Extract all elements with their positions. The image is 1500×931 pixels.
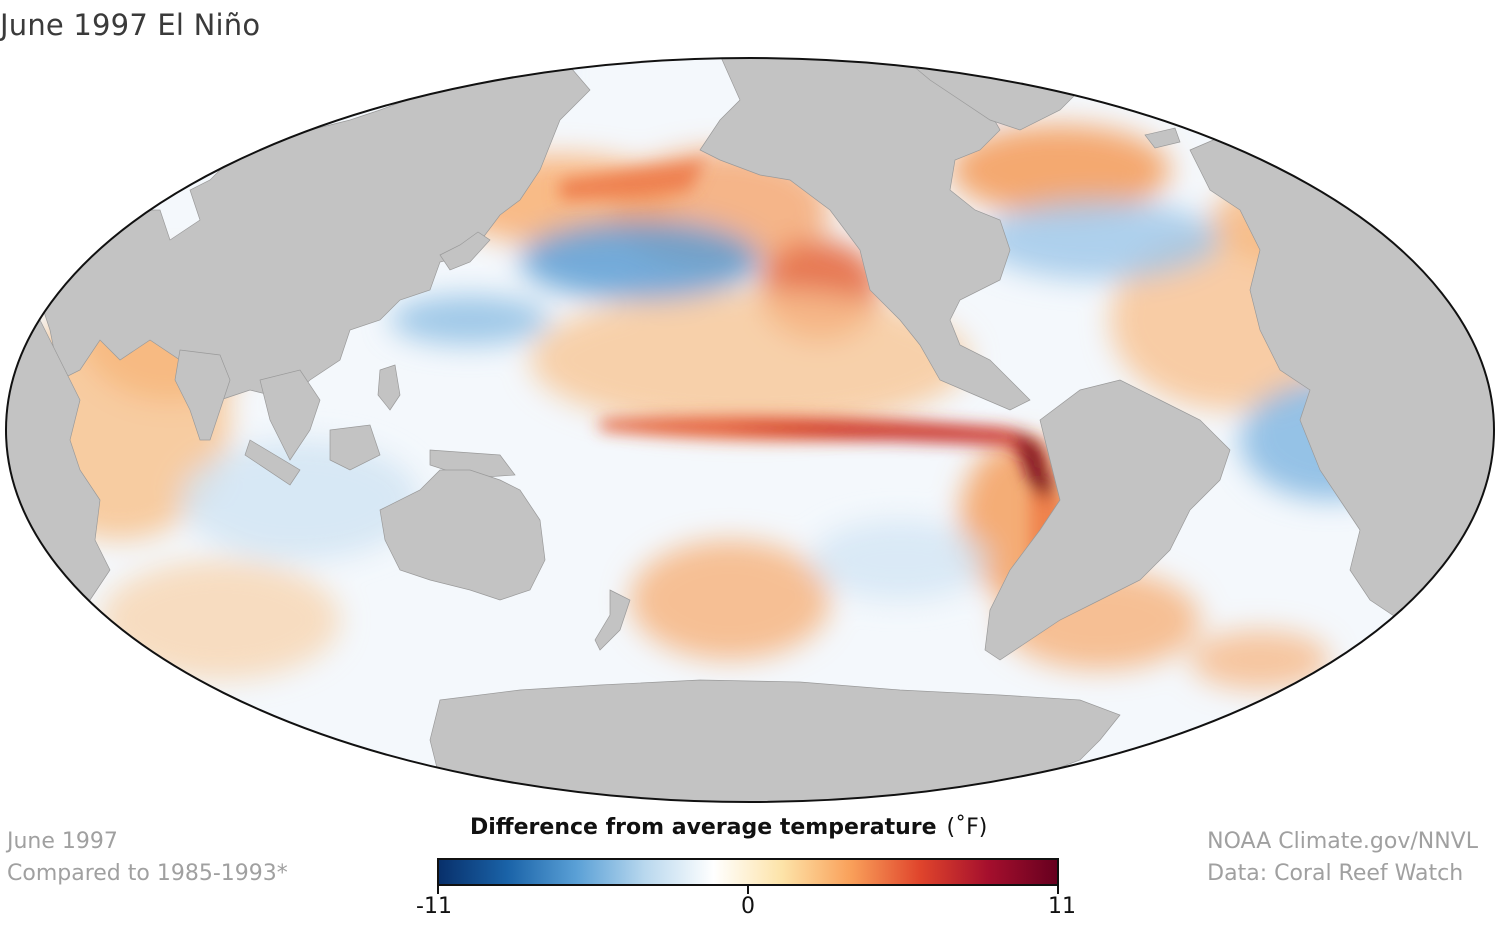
footer-date: June 1997 bbox=[7, 829, 118, 854]
tick-label-min: -11 bbox=[416, 894, 452, 919]
land-australia bbox=[379, 469, 546, 601]
footer-left: June 1997 Compared to 1985-1993* bbox=[7, 826, 288, 890]
tick-mark-min bbox=[437, 886, 439, 894]
global-anomaly-map bbox=[5, 57, 1495, 803]
land-masses bbox=[6, 58, 1494, 802]
tick-label-mid: 0 bbox=[741, 894, 755, 919]
land-north-america bbox=[699, 58, 1031, 411]
tick-label-max: 11 bbox=[1048, 894, 1076, 919]
tick-mark-mid bbox=[747, 886, 749, 894]
footer-source: Data: Coral Reef Watch bbox=[1207, 861, 1464, 886]
footer-right: NOAA Climate.gov/NNVL Data: Coral Reef W… bbox=[1207, 826, 1478, 890]
legend-title: Difference from average temperature (˚F) bbox=[470, 815, 987, 840]
legend-title-text: Difference from average temperature bbox=[470, 815, 937, 840]
land-india bbox=[174, 349, 231, 441]
land-new-zealand bbox=[594, 589, 631, 651]
land-borneo bbox=[329, 424, 381, 471]
legend-colorbar bbox=[437, 858, 1059, 886]
land-south-america bbox=[984, 379, 1231, 661]
land-philippines bbox=[377, 364, 401, 411]
footer-credit: NOAA Climate.gov/NNVL bbox=[1207, 829, 1478, 854]
page-title: June 1997 El Niño bbox=[0, 8, 261, 42]
tick-mark-max bbox=[1057, 886, 1059, 894]
footer-baseline: Compared to 1985-1993* bbox=[7, 861, 288, 886]
land-japan bbox=[439, 231, 491, 271]
land-indochina bbox=[259, 369, 321, 461]
legend-unit: (˚F) bbox=[946, 815, 988, 840]
globe-outline bbox=[5, 57, 1495, 803]
land-iceland bbox=[1144, 127, 1181, 149]
land-sumatra bbox=[244, 439, 301, 486]
